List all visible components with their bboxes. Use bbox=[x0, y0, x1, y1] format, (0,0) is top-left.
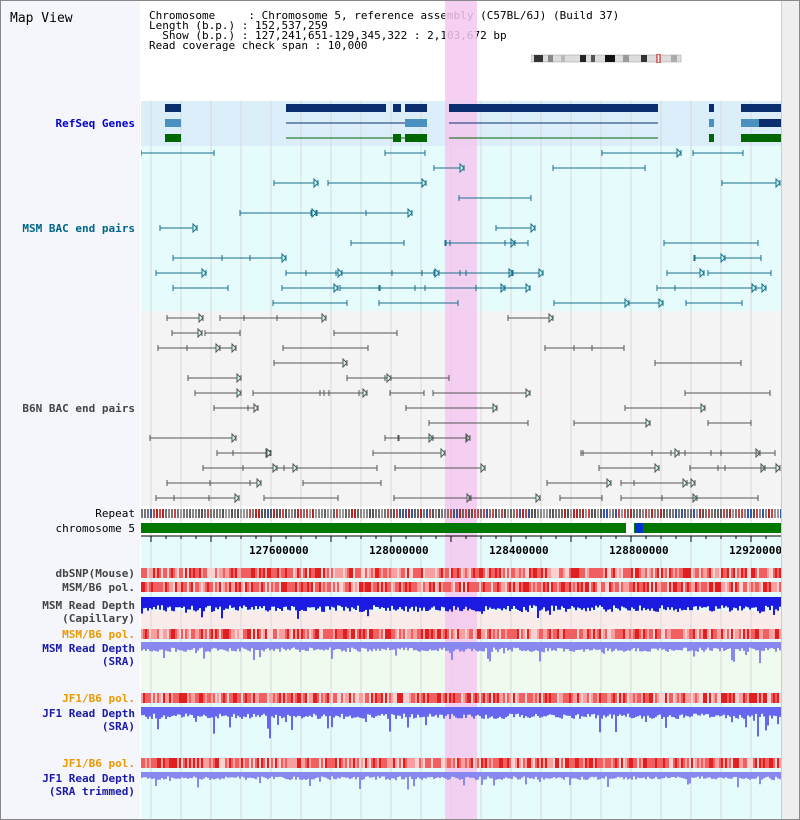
track-label-refseq[interactable]: RefSeq Genes bbox=[55, 117, 135, 130]
info-read-coverage: Read coverage check span : 10,000 bbox=[149, 39, 368, 52]
axis-tick-label: 128400000 bbox=[489, 544, 549, 557]
track-label-msm-bac[interactable]: MSM BAC end pairs bbox=[22, 222, 135, 235]
refseq-genes[interactable] bbox=[165, 104, 781, 142]
gene-box[interactable] bbox=[449, 104, 658, 112]
axis-tick-label: 128000000 bbox=[369, 544, 429, 557]
axis-ticks bbox=[150, 536, 767, 542]
track-label-sra-trimmed: (SRA trimmed) bbox=[48, 785, 135, 798]
axis-tick-label: 128800000 bbox=[609, 544, 669, 557]
track-label-jf1-b6-pol[interactable]: JF1/B6 pol. bbox=[62, 692, 135, 705]
track-label-msm-b6-pol-sra[interactable]: MSM/B6 pol. bbox=[62, 628, 135, 641]
axis-tick-label: 129200000 bbox=[729, 544, 789, 557]
track-label-column bbox=[1, 1, 140, 819]
vertical-scrollbar[interactable] bbox=[781, 1, 799, 819]
track-label-chromosome: chromosome 5 bbox=[55, 522, 135, 535]
highlight-region[interactable] bbox=[445, 1, 477, 819]
track-label-sra: (SRA) bbox=[101, 655, 135, 668]
track-label-b6n-bac[interactable]: B6N BAC end pairs bbox=[22, 402, 135, 415]
track-label-capillary: (Capillary) bbox=[62, 612, 135, 625]
track-label-jf1-b6-pol-trimmed[interactable]: JF1/B6 pol. bbox=[62, 757, 135, 770]
track-label-dbsnp[interactable]: dbSNP(Mouse) bbox=[55, 567, 135, 580]
genome-map-canvas[interactable] bbox=[141, 1, 781, 819]
track-label-msm-read-depth[interactable]: MSM Read Depth bbox=[42, 599, 135, 612]
track-label-msm-b6-pol[interactable]: MSM/B6 pol. bbox=[62, 581, 135, 594]
repeat-track bbox=[141, 509, 781, 518]
b6n-bac-pairs[interactable] bbox=[149, 312, 781, 504]
chromosome-info: Chromosome : Chromosome 5, reference ass… bbox=[149, 10, 619, 52]
chromosome-bar bbox=[141, 523, 781, 533]
track-label-msm-read-depth-sra[interactable]: MSM Read Depth bbox=[42, 642, 135, 655]
info-length: Length (b.p.) : 152,537,259 bbox=[149, 19, 328, 32]
axis-tick-label: 127600000 bbox=[249, 544, 309, 557]
track-label-sra-jf1: (SRA) bbox=[101, 720, 135, 733]
coverage-tracks[interactable] bbox=[141, 568, 781, 790]
page-title: Map View bbox=[10, 11, 73, 26]
gene-box[interactable] bbox=[286, 104, 386, 112]
chromosome-ideogram[interactable] bbox=[531, 54, 683, 63]
gene-box[interactable] bbox=[165, 104, 181, 112]
track-label-jf1-read-depth-trimmed[interactable]: JF1 Read Depth bbox=[42, 772, 135, 785]
track-label-repeat: Repeat bbox=[95, 507, 135, 520]
msm-bac-pairs[interactable] bbox=[141, 147, 781, 309]
track-label-jf1-read-depth[interactable]: JF1 Read Depth bbox=[42, 707, 135, 720]
